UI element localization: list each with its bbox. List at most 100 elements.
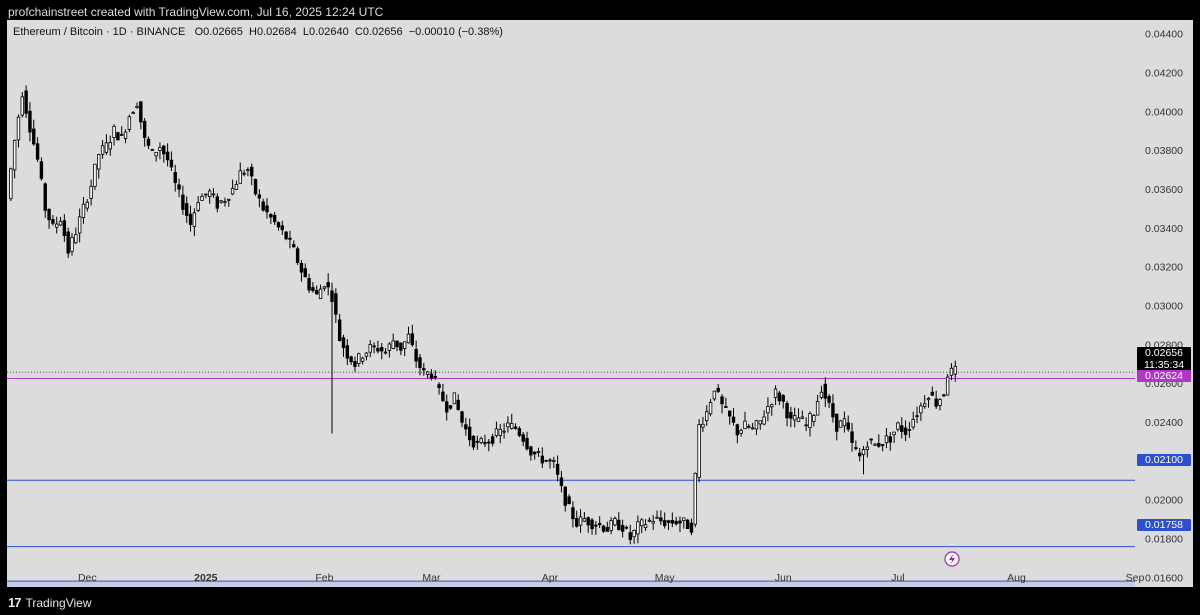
candle-up xyxy=(20,96,24,116)
candle-down xyxy=(307,278,311,291)
candle-down xyxy=(422,368,426,371)
candle-down xyxy=(303,268,307,278)
candle-down xyxy=(670,520,675,524)
candle-down xyxy=(51,219,55,224)
x-tick-label: Jul xyxy=(891,572,904,584)
candle-down xyxy=(540,455,545,464)
candle-down xyxy=(521,434,525,442)
candle-up xyxy=(701,423,705,428)
candle-up xyxy=(230,187,235,195)
support-2-price-tag: 0.01758 xyxy=(1137,519,1191,531)
candle-down xyxy=(315,289,319,295)
y-tick-label: 0.03400 xyxy=(1145,223,1183,235)
y-tick-label: 0.04000 xyxy=(1145,106,1183,118)
candle-down xyxy=(414,348,418,362)
candle-down xyxy=(311,287,315,292)
candle-down xyxy=(32,128,36,145)
candle-up xyxy=(712,390,717,400)
candle-down xyxy=(617,519,621,531)
candle-up xyxy=(74,234,78,244)
candle-down xyxy=(601,525,606,532)
candle-down xyxy=(823,383,827,399)
candle-up xyxy=(922,403,927,407)
legend-open: O0.02665 xyxy=(194,26,243,38)
candle-down xyxy=(433,375,437,378)
candle-down xyxy=(261,201,265,211)
candle-up xyxy=(651,521,655,524)
x-tick-label: Aug xyxy=(1007,572,1026,584)
x-tick-label: Feb xyxy=(315,572,333,584)
candle-up xyxy=(682,517,686,521)
candle-up xyxy=(360,357,365,362)
candle-down xyxy=(659,517,663,522)
candle-up xyxy=(812,415,816,422)
candle-up xyxy=(108,142,112,150)
candle-down xyxy=(597,523,602,526)
chart-area[interactable]: 0.04400 0.04200 0.04000 0.03800 0.03600 0.034… xyxy=(7,20,1193,587)
candle-down xyxy=(483,441,487,445)
candle-up xyxy=(911,419,915,428)
candle-down xyxy=(827,396,831,403)
candle-down xyxy=(727,410,732,417)
symbol-legend: Ethereum / Bitcoin · 1D · BINANCE O0.026… xyxy=(13,26,503,38)
candle-up xyxy=(387,343,392,351)
candle-down xyxy=(257,194,262,199)
candle-down xyxy=(437,384,441,388)
candle-down xyxy=(43,183,47,211)
candle-down xyxy=(571,507,575,520)
candle-up xyxy=(70,237,74,252)
tradingview-logo[interactable]: 17 TradingView xyxy=(8,595,92,610)
candle-down xyxy=(215,196,220,209)
candle-down xyxy=(513,426,518,429)
current-price-tag: 0.02656 11:35:34 xyxy=(1137,347,1191,371)
candle-up xyxy=(861,449,866,456)
candle-down xyxy=(345,345,350,359)
candle-up xyxy=(93,163,97,187)
candle-down xyxy=(173,172,177,184)
candle-down xyxy=(724,406,728,408)
candle-up xyxy=(154,151,158,157)
candle-down xyxy=(337,319,342,342)
candle-up xyxy=(647,519,652,522)
y-tick-label: 0.01600 xyxy=(1145,572,1183,584)
candle-down xyxy=(915,415,919,418)
candle-up xyxy=(896,422,900,430)
candle-down xyxy=(846,422,850,430)
candle-down xyxy=(720,396,724,405)
candle-up xyxy=(643,524,648,529)
candle-up xyxy=(865,446,870,451)
candle-up xyxy=(318,288,323,300)
candle-up xyxy=(953,365,957,375)
candle-down xyxy=(146,138,151,146)
candle-down xyxy=(662,520,667,527)
candle-up xyxy=(12,139,17,171)
candle-down xyxy=(62,220,67,236)
candle-up xyxy=(800,416,805,419)
resistance-price-tag: 0.02624 xyxy=(1137,370,1191,382)
candle-down xyxy=(410,333,415,346)
candle-down xyxy=(532,451,537,455)
candle-down xyxy=(272,214,277,223)
candle-up xyxy=(796,417,801,422)
candle-up xyxy=(402,341,407,349)
candle-up xyxy=(368,344,372,353)
candle-down xyxy=(903,427,908,436)
candle-up xyxy=(211,193,216,196)
candle-up xyxy=(196,202,200,211)
candle-up xyxy=(773,388,778,398)
candle-up xyxy=(357,353,361,364)
candle-up xyxy=(494,428,499,436)
candle-down xyxy=(265,205,269,213)
candle-down xyxy=(563,486,567,506)
candle-down xyxy=(590,519,594,530)
candle-down xyxy=(777,392,782,402)
candle-down xyxy=(269,214,273,218)
candle-up xyxy=(506,422,510,428)
author-caption: profchainstreet created with TradingView… xyxy=(8,5,384,19)
candle-down xyxy=(456,399,460,410)
price-chart[interactable]: 0.04400 0.04200 0.04000 0.03800 0.03600 0.034… xyxy=(7,20,1193,587)
candle-down xyxy=(586,517,590,526)
candle-down xyxy=(39,161,44,179)
candle-up xyxy=(578,516,583,526)
